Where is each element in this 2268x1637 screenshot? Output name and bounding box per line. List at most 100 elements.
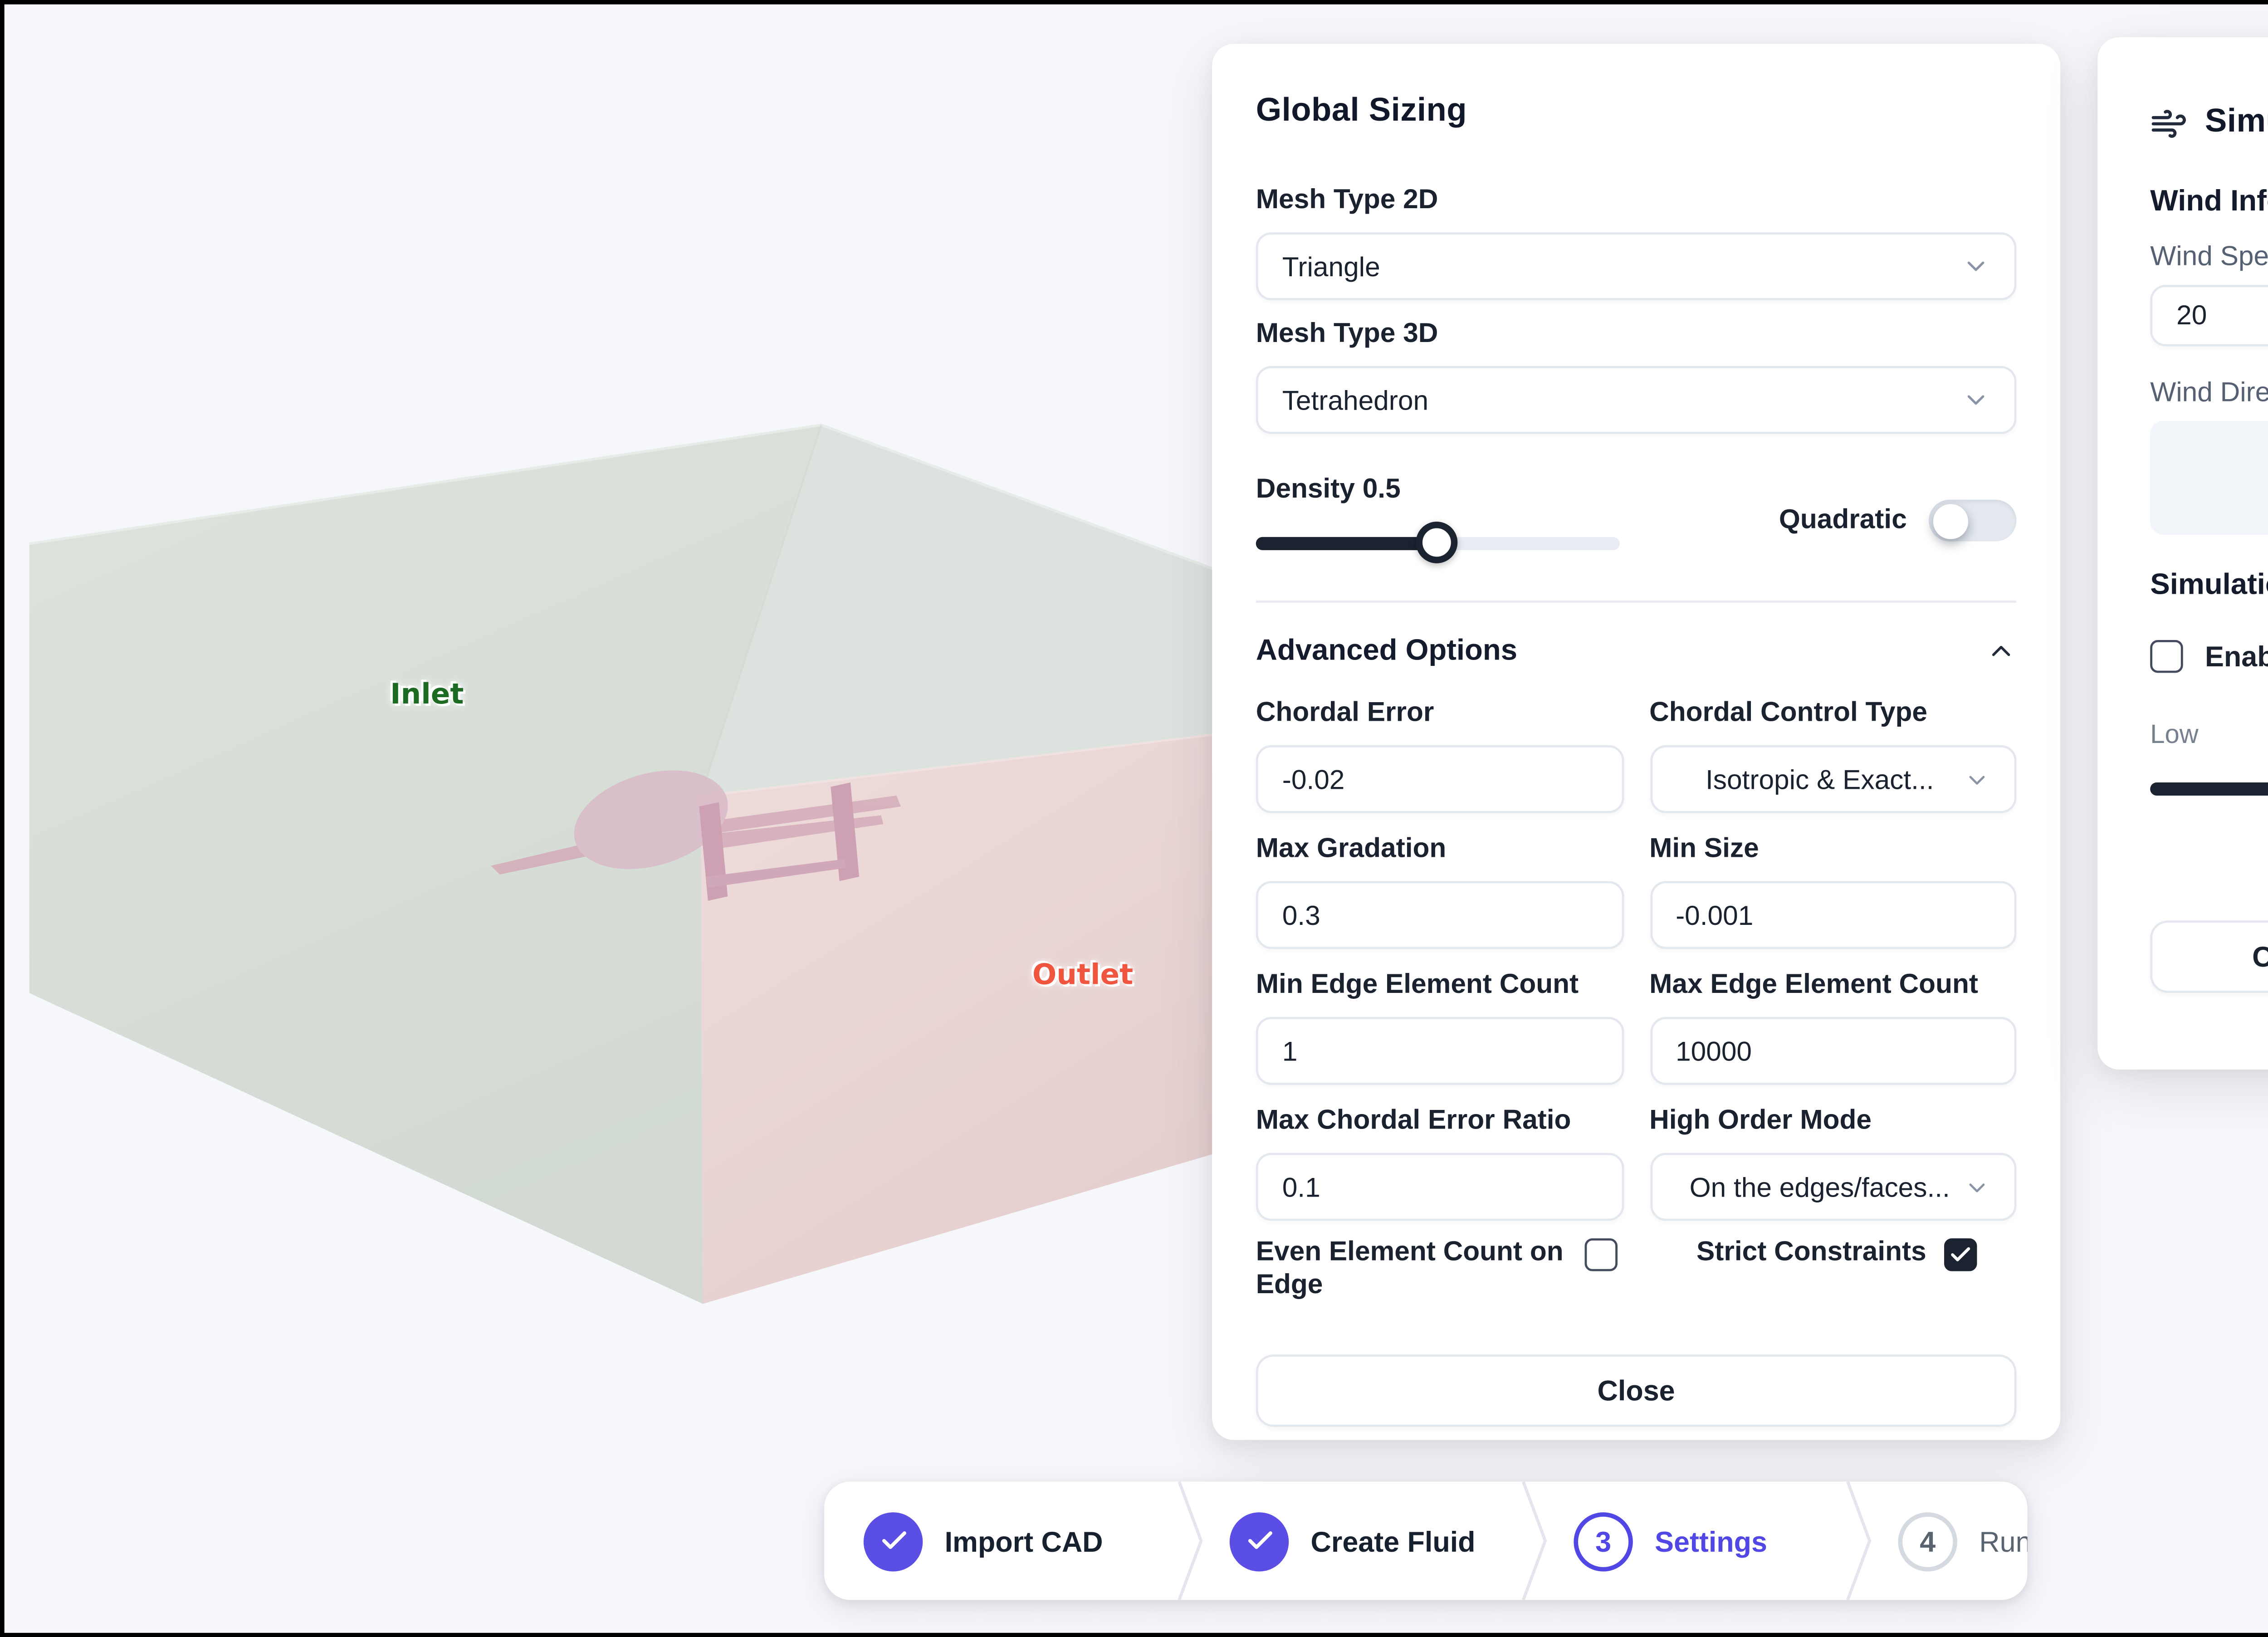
- step-label: Run: [1979, 1524, 2028, 1558]
- max-chordal-error-ratio-input[interactable]: [1256, 1153, 1623, 1221]
- field-label: Max Gradation: [1256, 833, 1447, 864]
- chordal-control-type-select[interactable]: Isotropic & Exact...: [1649, 745, 2017, 813]
- density-slider[interactable]: [1256, 522, 1620, 563]
- simulation-accuracy-title: Simulation Accuracy: [2150, 567, 2268, 601]
- stepper-step-settings[interactable]: 3 Settings: [1534, 1481, 1858, 1600]
- divider: [1256, 600, 2017, 603]
- button-label: Close: [1597, 1374, 1675, 1407]
- chevron-down-icon: [1964, 1174, 1990, 1200]
- field-label: Min Size: [1649, 833, 1759, 864]
- wind-information-header[interactable]: Wind Information: [2150, 184, 2268, 219]
- chordal-error-input[interactable]: [1256, 745, 1623, 813]
- even-element-count-label: Even Element Count on Edge: [1256, 1236, 1564, 1300]
- quadratic-label: Quadratic: [1779, 504, 1907, 535]
- enable-advanced-label: Enable Advanced Options: [2204, 640, 2268, 673]
- step-number: 3: [1595, 1524, 1612, 1558]
- chevron-down-icon: [1962, 386, 1990, 414]
- advanced-fields-grid: Chordal Error Chordal Control Type Isotr…: [1256, 697, 2017, 1221]
- wind-speed-input[interactable]: [2150, 285, 2268, 347]
- select-value: On the edges/faces...: [1689, 1171, 1950, 1202]
- inlet-face-label: Inlet: [390, 679, 464, 713]
- max-edge-element-count-field: Max Edge Element Count: [1649, 968, 2017, 1085]
- min-edge-element-count-input[interactable]: [1256, 1017, 1623, 1085]
- step-done-circle: [1229, 1511, 1289, 1571]
- button-label: Close: [2252, 940, 2268, 973]
- step-label: Create Fluid: [1310, 1524, 1476, 1558]
- aircraft-model: [491, 770, 901, 901]
- chevron-up-icon[interactable]: [1986, 635, 2017, 666]
- mesh-type-2d-select[interactable]: Triangle: [1256, 232, 2017, 300]
- max-gradation-input[interactable]: [1256, 881, 1623, 949]
- step-done-circle: [863, 1511, 923, 1571]
- wind-information-title: Wind Information: [2150, 184, 2268, 217]
- mesh-type-3d-value: Tetrahedron: [1282, 385, 1429, 415]
- chordal-error-field: Chordal Error: [1256, 697, 1623, 813]
- step-separator-icon: [1178, 1481, 1203, 1600]
- field-label: Min Edge Element Count: [1256, 968, 1579, 1000]
- stepper-step-import-cad[interactable]: Import CAD: [824, 1481, 1190, 1600]
- strict-constraints-checkbox[interactable]: [1944, 1238, 1977, 1271]
- low-label: Low: [2150, 718, 2199, 750]
- strict-constraints-label: Strict Constraints: [1696, 1236, 1926, 1267]
- enable-advanced-checkbox[interactable]: [2150, 640, 2183, 673]
- density-slider-thumb[interactable]: [1416, 522, 1458, 563]
- global-sizing-panel: Global Sizing Mesh Type 2D Triangle Mesh…: [1212, 44, 2061, 1440]
- max-gradation-field: Max Gradation: [1256, 833, 1623, 949]
- box-back-face: [700, 425, 1252, 797]
- enable-advanced-row: Enable Advanced Options: [2150, 640, 2268, 673]
- max-chordal-error-ratio-field: Max Chordal Error Ratio: [1256, 1104, 1623, 1221]
- field-label: Chordal Error: [1256, 697, 1434, 728]
- chevron-down-icon: [1964, 766, 1990, 792]
- mesh-type-3d-label: Mesh Type 3D: [1256, 318, 1438, 349]
- chordal-control-type-field: Chordal Control Type Isotropic & Exact..…: [1649, 697, 2017, 813]
- stepper-step-create-fluid[interactable]: Create Fluid: [1190, 1481, 1535, 1600]
- workflow-stepper: Import CAD Create Fluid 3 Settings 4 Run: [824, 1481, 2028, 1600]
- mesh-type-2d-value: Triangle: [1282, 251, 1380, 282]
- min-size-field: Min Size: [1649, 833, 2017, 949]
- accuracy-value: 5: [2150, 837, 2268, 868]
- high-order-mode-field: High Order Mode On the edges/faces...: [1649, 1104, 2017, 1221]
- step-active-circle: 3: [1574, 1511, 1633, 1571]
- density-label: Density 0.5: [1256, 473, 1401, 504]
- high-order-mode-select[interactable]: On the edges/faces...: [1649, 1153, 2017, 1221]
- global-sizing-title: Global Sizing: [1256, 92, 1467, 130]
- accuracy-slider[interactable]: [2150, 767, 2268, 809]
- step-separator-icon: [1846, 1481, 1872, 1600]
- advanced-options-title: Advanced Options: [1256, 633, 1518, 666]
- slider-scale-labels: Low High: [2150, 719, 2268, 750]
- toggle-knob: [1932, 503, 1967, 538]
- step-number: 4: [1920, 1524, 1936, 1558]
- check-icon: [1948, 1243, 1972, 1267]
- min-size-input[interactable]: [1649, 881, 2017, 949]
- mesh-type-3d-select[interactable]: Tetrahedron: [1256, 366, 2017, 434]
- wind-speed-label: Wind Speed [m/s]: [2150, 241, 2268, 272]
- simulation-setting-panel: Simulation Setting Wind Information Wind…: [2097, 37, 2268, 1070]
- even-element-count-checkbox[interactable]: [1584, 1238, 1618, 1271]
- field-label: Max Chordal Error Ratio: [1256, 1104, 1571, 1135]
- field-label: Max Edge Element Count: [1649, 968, 1979, 1000]
- step-separator-icon: [1522, 1481, 1547, 1600]
- wind-direction-display[interactable]: +X Axis 1.00, 0.00, 0.00: [2150, 420, 2268, 535]
- max-edge-element-count-input[interactable]: [1649, 1017, 2017, 1085]
- wind-icon: [2150, 104, 2187, 142]
- step-label: Import CAD: [944, 1524, 1103, 1558]
- check-icon: [878, 1525, 909, 1556]
- chevron-down-icon: [1962, 252, 1990, 281]
- check-icon: [1244, 1525, 1275, 1556]
- simulation-accuracy-header[interactable]: Simulation Accuracy: [2150, 567, 2268, 602]
- field-label: High Order Mode: [1649, 1104, 1872, 1135]
- sim-close-button[interactable]: Close: [2150, 920, 2268, 993]
- mesh-type-2d-label: Mesh Type 2D: [1256, 184, 1438, 215]
- stepper-step-run[interactable]: 4 Run: [1859, 1481, 2028, 1600]
- box-outlet-face: [700, 730, 1252, 1304]
- simulation-setting-title: Simulation Setting: [2204, 103, 2268, 141]
- quadratic-toggle[interactable]: [1929, 499, 2017, 542]
- step-upcoming-circle: 4: [1898, 1511, 1957, 1571]
- global-sizing-close-button[interactable]: Close: [1256, 1354, 2017, 1427]
- checkbox-row: Even Element Count on Edge Strict Constr…: [1256, 1236, 2017, 1302]
- field-label: Chordal Control Type: [1649, 697, 1928, 728]
- step-label: Settings: [1655, 1524, 1768, 1558]
- advanced-options-header[interactable]: Advanced Options: [1256, 633, 2017, 668]
- select-value: Isotropic & Exact...: [1705, 763, 1934, 795]
